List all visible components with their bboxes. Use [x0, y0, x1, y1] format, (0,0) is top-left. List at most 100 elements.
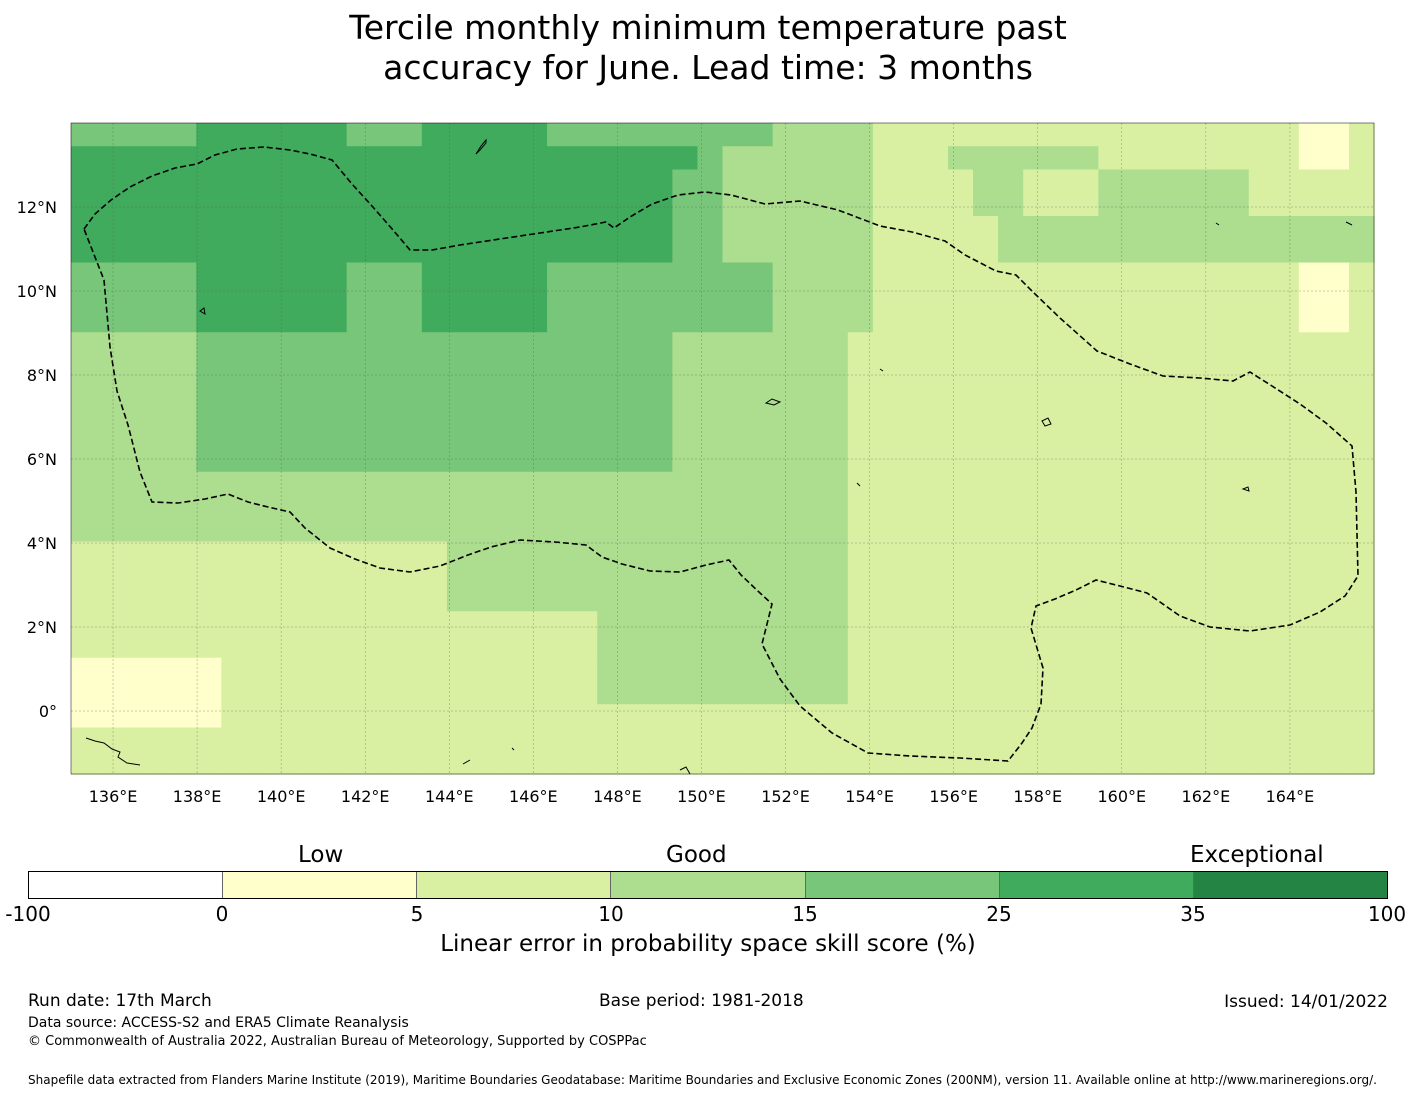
map-title: Tercile monthly minimum temperature past… [0, 8, 1416, 88]
grid-cell [346, 378, 373, 403]
grid-cell [697, 727, 724, 752]
grid-cell [1273, 123, 1300, 147]
grid-cell [421, 332, 448, 357]
grid-cell [146, 448, 172, 473]
grid-cell [1348, 564, 1375, 589]
grid-cell [246, 564, 273, 589]
grid-cell [1073, 588, 1099, 612]
grid-cell [1198, 192, 1225, 217]
grid-cell [396, 704, 423, 729]
grid-cell [396, 634, 423, 659]
colorbar-bin [998, 872, 1193, 898]
grid-cell [547, 750, 573, 775]
grid-cell [321, 727, 348, 752]
grid-cell [246, 471, 273, 496]
latitude-label: 10°N [17, 282, 57, 301]
grid-cell [171, 332, 197, 357]
grid-cell [772, 518, 799, 543]
grid-cell [371, 309, 398, 333]
grid-cell [622, 564, 648, 589]
grid-cell [1048, 146, 1074, 171]
grid-cell [1348, 309, 1375, 333]
grid-cell [1123, 471, 1150, 496]
grid-cell [1173, 634, 1200, 659]
grid-cell [622, 239, 648, 264]
grid-cell [121, 681, 147, 705]
grid-cell [296, 750, 323, 775]
longitude-label: 144°E [425, 787, 474, 806]
grid-cell [672, 239, 699, 264]
grid-cell [371, 541, 398, 566]
grid-cell [948, 611, 974, 636]
grid-cell [246, 355, 273, 380]
grid-cell [622, 378, 648, 403]
grid-cell [346, 588, 373, 612]
grid-cell [597, 192, 623, 217]
grid-cell [1298, 727, 1325, 752]
grid-cell [597, 541, 623, 566]
grid-cell [797, 657, 824, 682]
grid-cell [1273, 192, 1300, 217]
grid-cell [772, 425, 799, 450]
grid-cell [597, 634, 623, 659]
grid-cell [196, 123, 222, 147]
grid-cell [822, 192, 849, 217]
grid-cell [1223, 192, 1250, 217]
grid-cell [998, 611, 1024, 636]
grid-cell [622, 611, 648, 636]
title-line-2: accuracy for June. Lead time: 3 months [383, 48, 1033, 87]
grid-cell [221, 471, 248, 496]
grid-cell [1323, 495, 1350, 519]
grid-cell [1198, 681, 1225, 705]
grid-cell [672, 657, 699, 682]
grid-cell [647, 169, 673, 194]
grid-cell [171, 471, 197, 496]
grid-cell [1073, 634, 1099, 659]
grid-cell [121, 471, 147, 496]
grid-cell [446, 378, 473, 403]
grid-cell [471, 611, 498, 636]
grid-cell [822, 216, 849, 240]
grid-cell [922, 378, 949, 403]
grid-cell [948, 123, 974, 147]
longitude-label: 160°E [1097, 787, 1146, 806]
grid-cell [1123, 402, 1150, 426]
grid-cell [672, 448, 699, 473]
grid-cell [221, 588, 248, 612]
grid-cell [797, 634, 824, 659]
grid-cell [196, 309, 222, 333]
grid-cell [647, 262, 673, 287]
grid-cell [396, 611, 423, 636]
grid-cell [973, 681, 999, 705]
grid-cell [396, 727, 423, 752]
grid-cell [271, 471, 298, 496]
grid-cell [471, 309, 498, 333]
grid-cell [1023, 146, 1049, 171]
grid-cell [221, 518, 248, 543]
grid-cell [371, 262, 398, 287]
grid-cell [747, 285, 774, 310]
grid-cell [371, 495, 398, 519]
grid-cell [1123, 262, 1150, 287]
grid-cell [71, 657, 97, 682]
grid-cell [672, 146, 699, 171]
latitude-ticks: 12°N 10°N 8°N 6°N 4°N 2°N 0° [17, 198, 57, 721]
grid-cell [697, 332, 724, 357]
yap-island [199, 307, 206, 315]
grid-cell [446, 704, 473, 729]
grid-cell [96, 727, 122, 752]
grid-cell [872, 192, 899, 217]
grid-cell [1123, 634, 1150, 659]
grid-cell [1073, 378, 1099, 403]
grid-cell [998, 216, 1024, 240]
grid-cell [1173, 123, 1200, 147]
longitude-ticks: 136°E 138°E 140°E 142°E 144°E 146°E 148°E 150°E… [89, 787, 1315, 806]
grid-cell [121, 355, 147, 380]
grid-cell [1273, 355, 1300, 380]
grid-cell [146, 216, 172, 240]
grid-cell [1123, 239, 1150, 264]
grid-cell [1323, 216, 1350, 240]
grid-cell [296, 123, 323, 147]
grid-cell [1148, 146, 1175, 171]
grid-cell [672, 681, 699, 705]
